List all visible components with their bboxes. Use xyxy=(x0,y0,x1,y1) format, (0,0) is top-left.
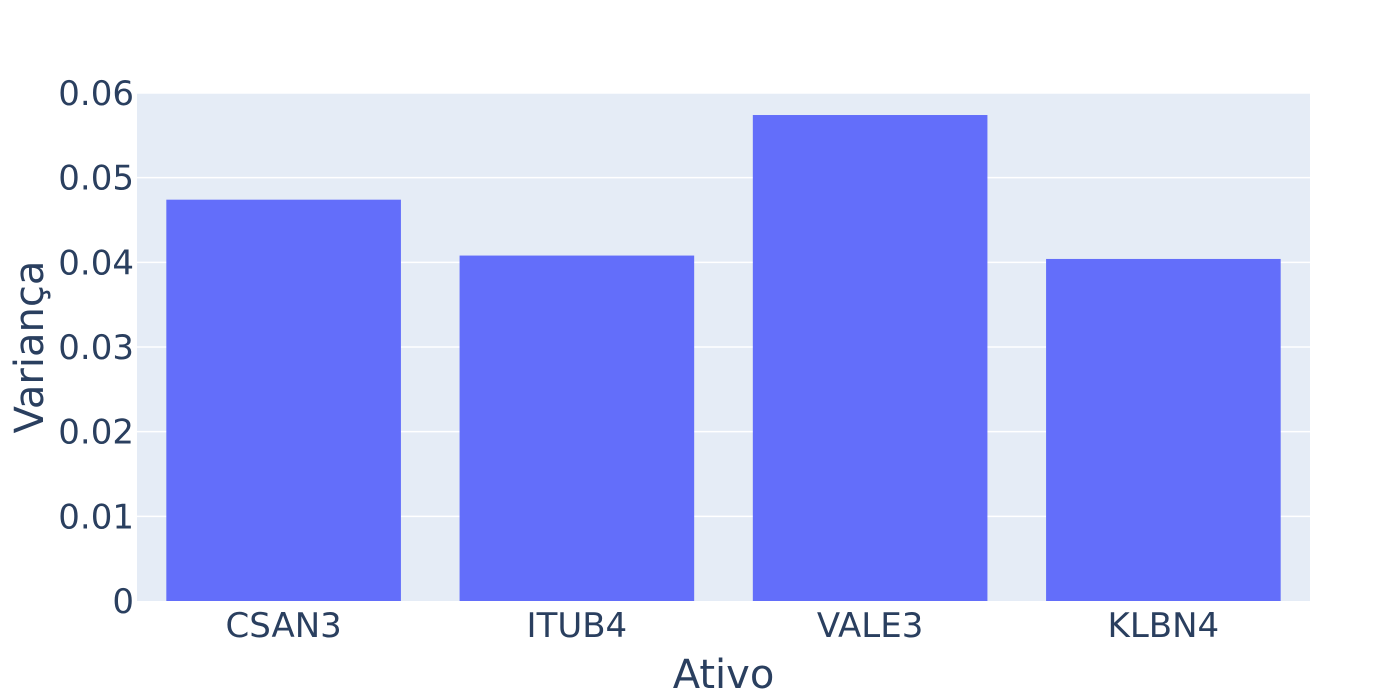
bar-vale3[interactable] xyxy=(752,115,988,601)
y-tick-label: 0.02 xyxy=(58,413,134,453)
bars xyxy=(166,115,1281,601)
y-tick-label: 0.01 xyxy=(58,497,134,537)
bar-itub4[interactable] xyxy=(459,255,695,601)
y-tick-label: 0.03 xyxy=(58,328,134,368)
x-tick-label: ITUB4 xyxy=(527,606,628,646)
y-tick-label: 0.04 xyxy=(58,243,134,283)
x-axis-ticks: CSAN3 ITUB4 VALE3 KLBN4 xyxy=(225,606,1219,646)
x-tick-label: KLBN4 xyxy=(1108,606,1220,646)
x-tick-label: VALE3 xyxy=(817,606,923,646)
x-tick-label: CSAN3 xyxy=(225,606,341,646)
y-axis-title: Variança xyxy=(7,261,53,434)
y-tick-label: 0 xyxy=(112,582,134,622)
y-axis-ticks: 0 0.01 0.02 0.03 0.04 0.05 0.06 xyxy=(58,74,134,622)
bar-klbn4[interactable] xyxy=(1046,258,1281,601)
y-tick-label: 0.05 xyxy=(58,159,134,199)
bar-csan3[interactable] xyxy=(166,199,401,601)
y-tick-label: 0.06 xyxy=(58,74,134,114)
x-axis-title: Ativo xyxy=(673,652,775,698)
